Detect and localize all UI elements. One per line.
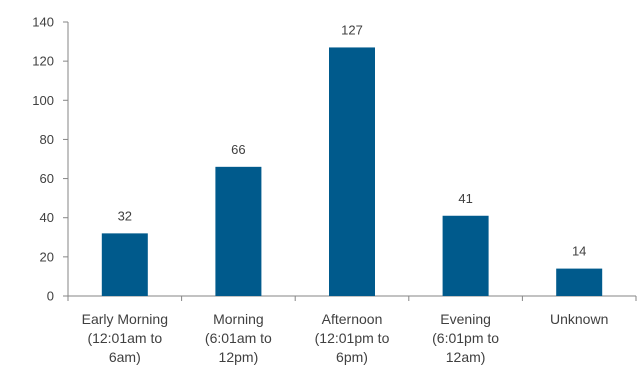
x-category-label: Evening (6:01pm to 12am) bbox=[432, 311, 499, 365]
x-category-label-line: 12am) bbox=[446, 349, 486, 365]
data-label: 32 bbox=[118, 208, 132, 223]
bars bbox=[101, 47, 603, 296]
x-category-label: Early Morning (12:01am to 6am) bbox=[82, 311, 168, 365]
bar bbox=[329, 47, 375, 296]
bar bbox=[101, 233, 148, 296]
x-category-label-line: (6:01pm to bbox=[432, 330, 499, 346]
x-category-label: Afternoon (12:01pm to 6pm) bbox=[315, 311, 390, 365]
data-label: 127 bbox=[341, 22, 363, 37]
y-tick-label: 60 bbox=[40, 171, 54, 186]
y-tick-label: 140 bbox=[32, 15, 54, 30]
data-label: 66 bbox=[231, 142, 245, 157]
x-category-label-line: (6:01am to bbox=[205, 330, 272, 346]
x-category-label-line: Unknown bbox=[550, 311, 608, 327]
data-labels: 32 66 127 41 14 bbox=[118, 22, 587, 258]
bar bbox=[442, 215, 489, 296]
y-tick-label: 0 bbox=[47, 289, 54, 304]
data-label: 41 bbox=[458, 191, 472, 206]
x-category-label: Unknown bbox=[550, 311, 608, 327]
y-tick-label: 100 bbox=[32, 93, 54, 108]
x-category-label-line: Morning bbox=[213, 311, 264, 327]
x-axis: Early Morning (12:01am to 6am) Morning (6:01… bbox=[67, 295, 637, 365]
x-category-label-line: 12pm) bbox=[219, 349, 259, 365]
bar bbox=[215, 166, 262, 296]
x-category-label-line: (12:01pm to bbox=[315, 330, 390, 346]
y-tick-label: 120 bbox=[32, 54, 54, 69]
x-category-label-line: 6pm) bbox=[336, 349, 368, 365]
x-category-label-line: Afternoon bbox=[322, 311, 383, 327]
y-axis: 0 20 40 60 80 100 120 140 bbox=[32, 15, 69, 304]
x-category-label-line: 6am) bbox=[109, 349, 141, 365]
y-tick-label: 40 bbox=[40, 210, 54, 225]
y-tick-label: 20 bbox=[40, 249, 54, 264]
x-category-label-line: Early Morning bbox=[82, 311, 168, 327]
x-category-label: Morning (6:01am to 12pm) bbox=[205, 311, 272, 365]
y-tick-label: 80 bbox=[40, 132, 54, 147]
bar bbox=[556, 268, 603, 296]
data-label: 14 bbox=[572, 244, 586, 259]
x-category-label-line: Evening bbox=[440, 311, 491, 327]
x-category-label-line: (12:01am to bbox=[87, 330, 162, 346]
